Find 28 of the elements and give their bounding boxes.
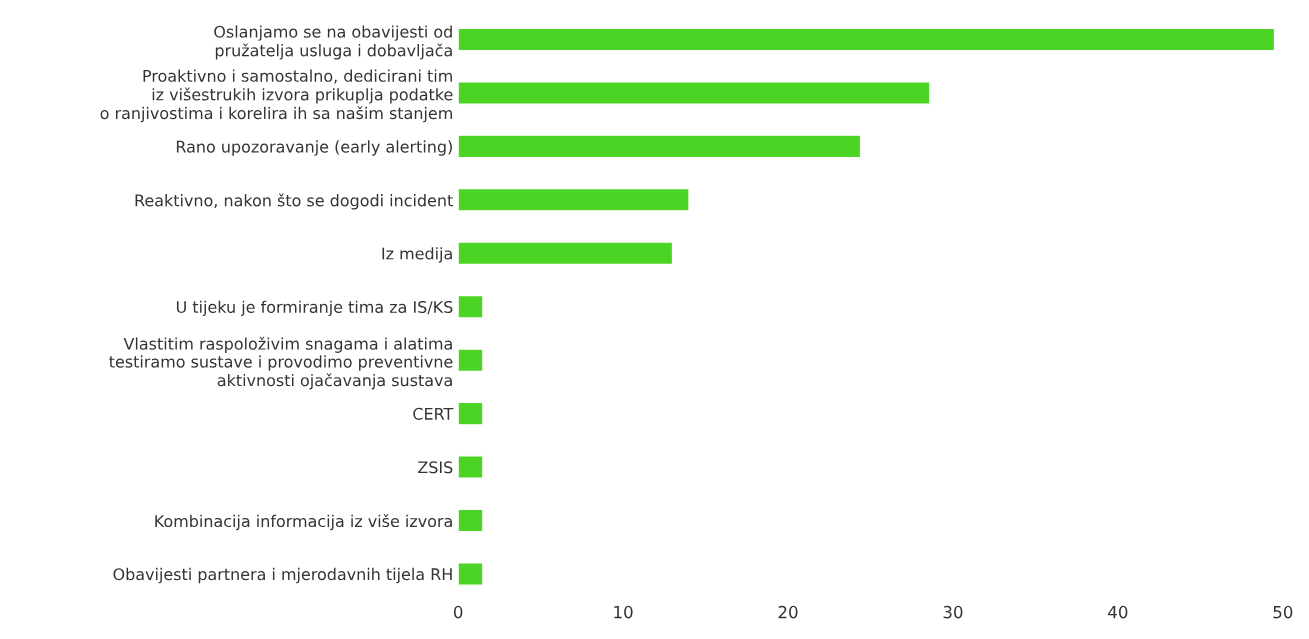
bar [458, 241, 674, 266]
y-tick-label: Reaktivno, nakon što se dogodi incident [135, 193, 453, 210]
y-tick-label: Iz medija [382, 247, 452, 263]
y-tick-label: Oslanjamo se na obavijesti od pružatelja usluga i dobavljača [214, 25, 452, 60]
y-tick-label: Rano upozoravanje (early alerting) [176, 140, 452, 156]
y-tick-label: Kombinacija informacija iz više izvora [155, 514, 452, 531]
y-tick-label: Obavijesti partnera i mjerodavnih tijela RH [113, 567, 452, 584]
bar [458, 134, 862, 159]
bar [458, 294, 484, 319]
bar [458, 81, 931, 105]
bar [458, 348, 484, 373]
bar [458, 508, 484, 533]
bar [458, 455, 484, 479]
x-tick-label: 50 [1273, 605, 1293, 619]
bar [458, 187, 690, 212]
y-tick-label: Proaktivno i samostalno, dedicirani tim iz višestrukih izvora prikuplja podatke o ranjivostima i korelira ih sa našim stanjem [100, 69, 453, 123]
x-tick-label: 40 [1108, 605, 1128, 619]
y-tick-label: U tijeku je formiranje tima za IS/KS [176, 300, 453, 317]
x-tick-label: 0 [453, 605, 463, 619]
bar [458, 562, 484, 586]
bar [458, 401, 484, 426]
y-tick-label: ZSIS [418, 461, 453, 474]
x-tick-label: 20 [778, 605, 798, 619]
x-tick-label: 30 [943, 605, 963, 619]
x-tick-label: 10 [614, 605, 633, 619]
y-tick-label: CERT [413, 407, 454, 420]
y-tick-label: Vlastitim raspoloživim snagama i alatima testiramo sustave i provodimo preventivne aktivnosti ojačavanja sustava [109, 336, 453, 390]
bar [458, 27, 1276, 52]
